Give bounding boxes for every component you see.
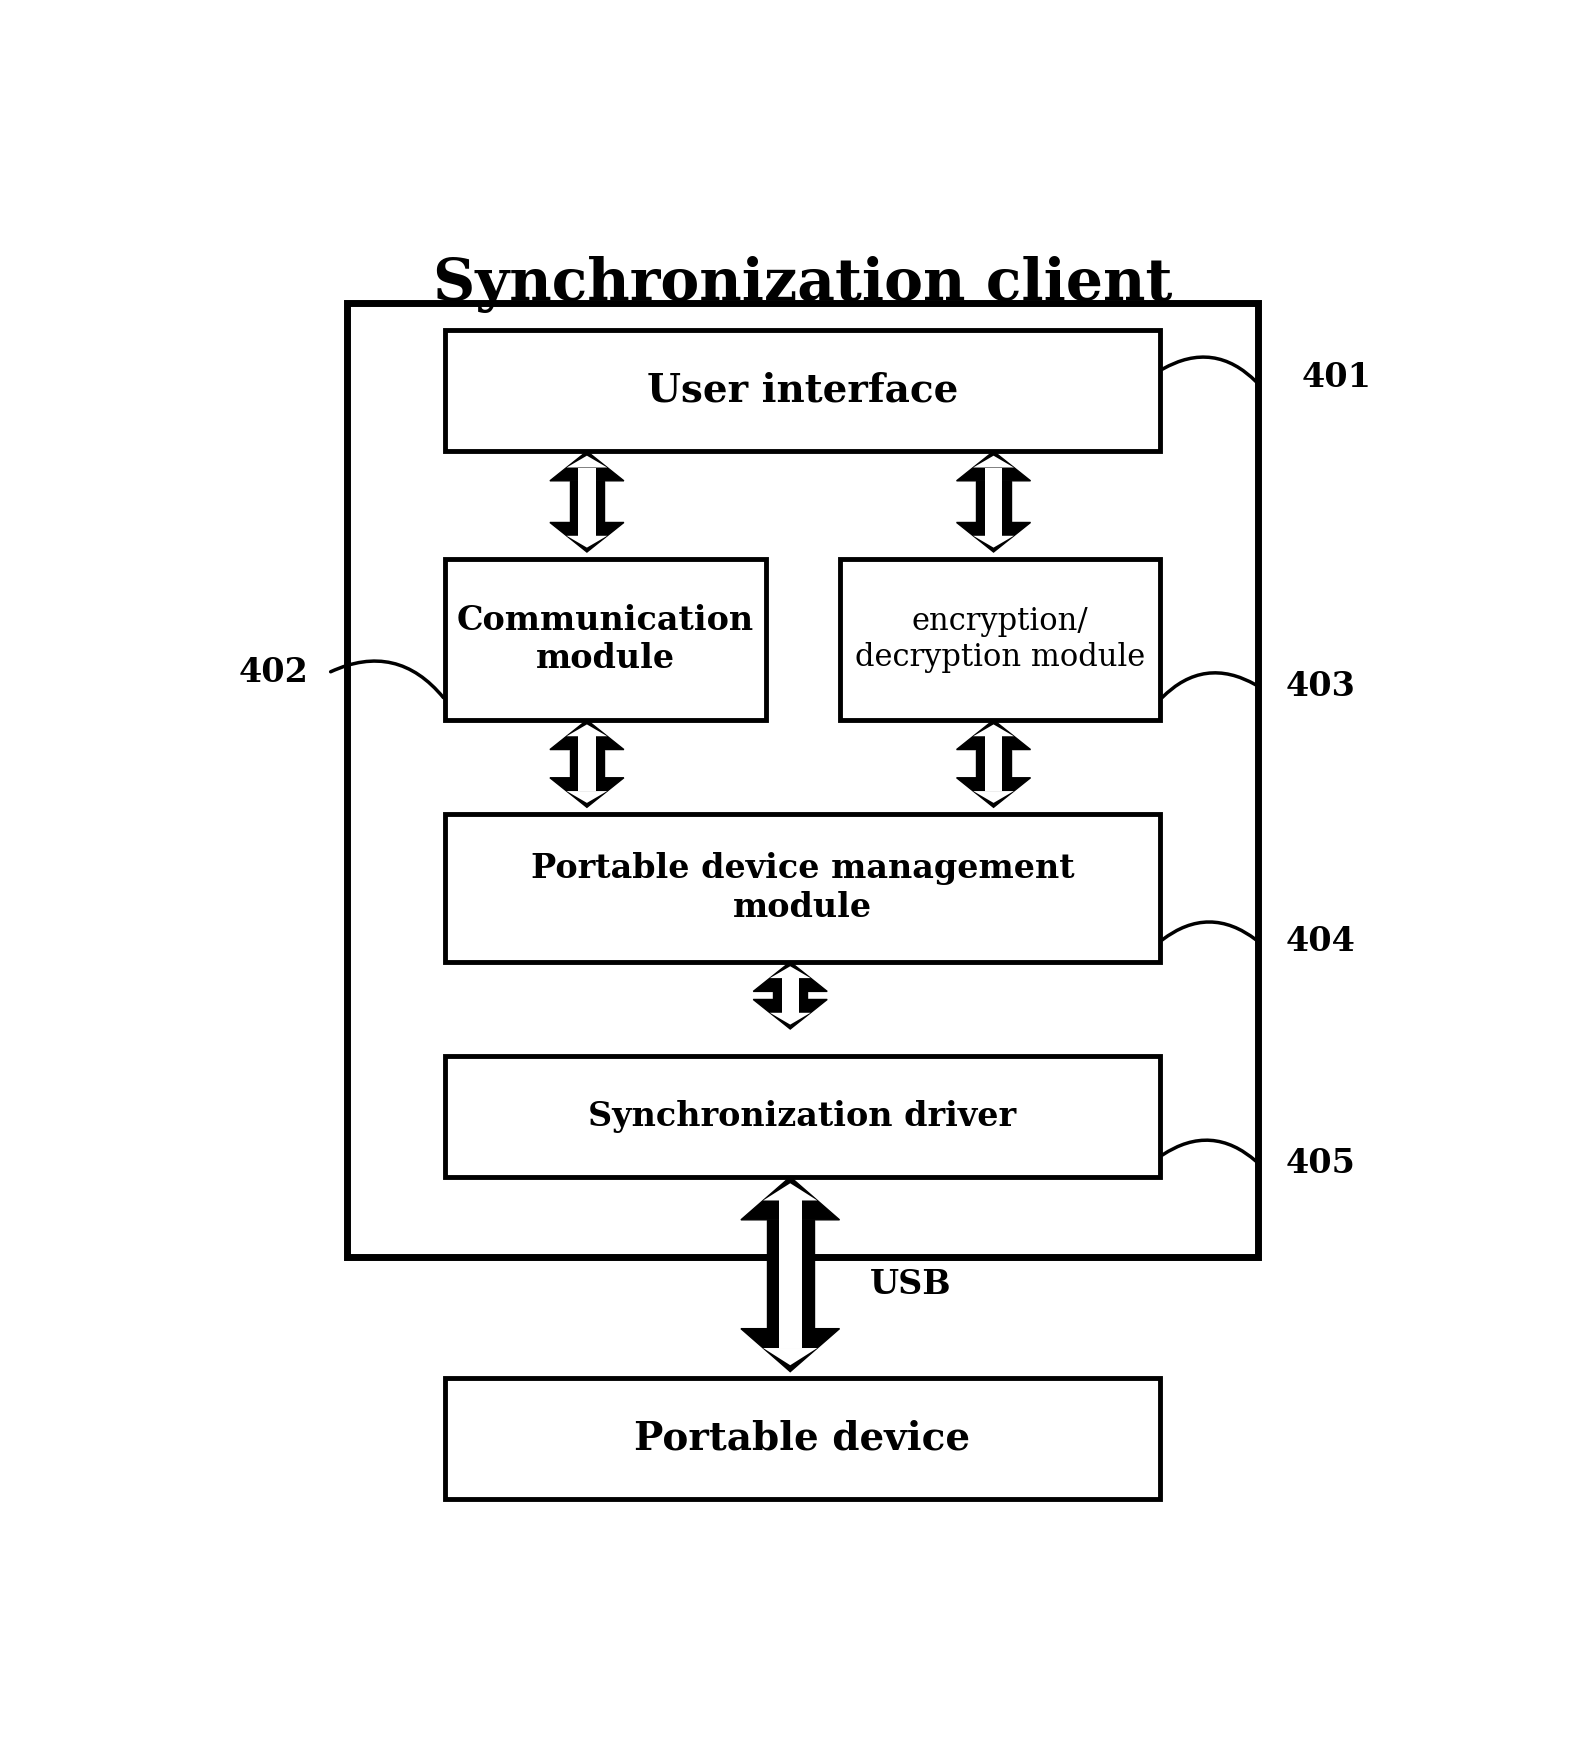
Text: Synchronization client: Synchronization client	[432, 257, 1172, 314]
Polygon shape	[973, 724, 1014, 736]
Polygon shape	[773, 991, 808, 1000]
FancyBboxPatch shape	[445, 813, 1161, 961]
FancyArrowPatch shape	[1162, 1139, 1256, 1162]
FancyBboxPatch shape	[840, 558, 1161, 721]
Text: 403: 403	[1286, 670, 1355, 703]
Polygon shape	[569, 750, 604, 778]
Polygon shape	[973, 536, 1014, 548]
Polygon shape	[984, 736, 1002, 790]
Text: USB: USB	[870, 1269, 952, 1300]
Polygon shape	[566, 455, 607, 468]
Text: 402: 402	[238, 656, 308, 689]
Text: User interface: User interface	[647, 372, 959, 410]
Polygon shape	[754, 961, 827, 991]
Text: 404: 404	[1286, 925, 1355, 958]
Polygon shape	[550, 522, 623, 551]
FancyArrowPatch shape	[1162, 358, 1256, 382]
Polygon shape	[779, 1201, 801, 1347]
FancyBboxPatch shape	[445, 558, 766, 721]
Polygon shape	[782, 979, 798, 1012]
Polygon shape	[566, 724, 607, 736]
Text: Portable device: Portable device	[634, 1420, 970, 1457]
Text: Communication
module: Communication module	[456, 604, 754, 675]
Polygon shape	[550, 778, 623, 808]
FancyBboxPatch shape	[445, 330, 1161, 452]
Text: 405: 405	[1286, 1146, 1355, 1180]
Polygon shape	[741, 1176, 840, 1220]
Polygon shape	[550, 452, 623, 482]
FancyArrowPatch shape	[1162, 921, 1256, 941]
Polygon shape	[957, 721, 1030, 750]
FancyBboxPatch shape	[445, 1379, 1161, 1499]
Polygon shape	[973, 790, 1014, 803]
FancyArrowPatch shape	[331, 661, 444, 698]
Polygon shape	[973, 455, 1014, 468]
Polygon shape	[763, 1183, 817, 1201]
Polygon shape	[957, 778, 1030, 808]
Polygon shape	[957, 452, 1030, 482]
Polygon shape	[984, 468, 1002, 536]
Polygon shape	[566, 536, 607, 548]
FancyBboxPatch shape	[347, 304, 1258, 1258]
Polygon shape	[976, 482, 1011, 522]
Text: Portable device management
module: Portable device management module	[531, 852, 1075, 923]
Polygon shape	[754, 1000, 827, 1030]
Polygon shape	[770, 967, 811, 979]
Polygon shape	[976, 750, 1011, 778]
Polygon shape	[957, 522, 1030, 551]
Polygon shape	[770, 1012, 811, 1024]
Polygon shape	[763, 1347, 817, 1365]
Polygon shape	[579, 468, 596, 536]
FancyArrowPatch shape	[1162, 674, 1256, 698]
Polygon shape	[550, 721, 623, 750]
Text: Synchronization driver: Synchronization driver	[588, 1099, 1016, 1133]
Polygon shape	[741, 1328, 840, 1372]
Text: 401: 401	[1302, 361, 1372, 394]
Polygon shape	[766, 1220, 814, 1328]
Polygon shape	[579, 736, 596, 790]
FancyBboxPatch shape	[445, 1056, 1161, 1176]
Polygon shape	[566, 790, 607, 803]
Polygon shape	[569, 482, 604, 522]
Text: encryption/
decryption module: encryption/ decryption module	[854, 606, 1145, 674]
